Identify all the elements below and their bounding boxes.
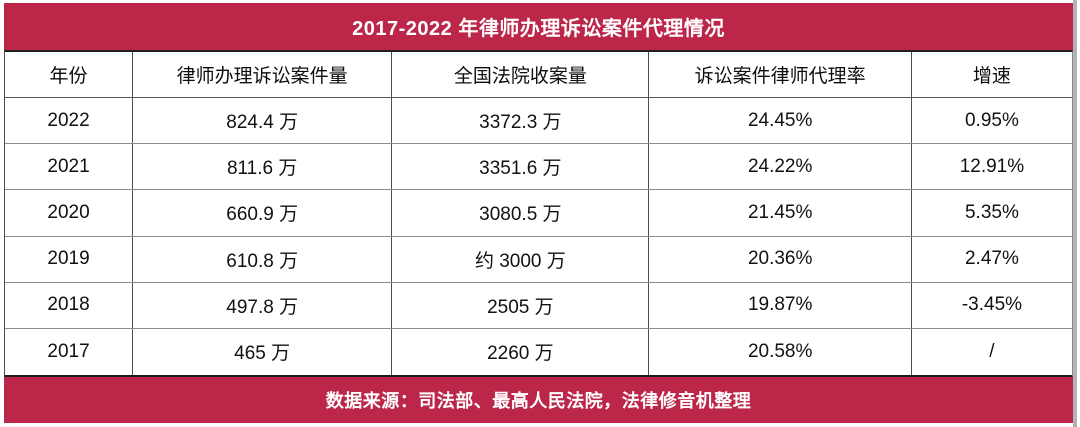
- year-cell: 2017: [5, 328, 134, 375]
- table-cell: 811.6 万: [133, 144, 393, 190]
- table-cell: 3080.5 万: [392, 190, 650, 236]
- table-cell: 约 3000 万: [392, 236, 650, 282]
- year-cell: 2020: [5, 190, 134, 236]
- year-cell: 2018: [5, 282, 134, 328]
- table-header-row: 年份 律师办理诉讼案件量 全国法院收案量 诉讼案件律师代理率 增速: [5, 52, 1072, 99]
- table-row: 2017 465 万 2260 万 20.58% /: [5, 328, 1072, 375]
- table-row: 2020 660.9 万 3080.5 万 21.45% 5.35%: [5, 190, 1072, 237]
- table-row: 2022 824.4 万 3372.3 万 24.45% 0.95%: [5, 98, 1072, 145]
- title-bar: 2017-2022 年律师办理诉讼案件代理情况: [4, 3, 1073, 50]
- table-cell: 2260 万: [392, 328, 650, 375]
- table-cell: 21.45%: [649, 190, 912, 236]
- year-cell: 2021: [5, 144, 134, 190]
- column-header: 律师办理诉讼案件量: [133, 52, 393, 98]
- column-header: 年份: [5, 52, 134, 98]
- table-cell: 465 万: [133, 328, 393, 375]
- table-cell: 12.91%: [959, 155, 1025, 177]
- table-cell: 3372.3 万: [392, 98, 650, 144]
- table-cell: 24.45%: [649, 98, 912, 144]
- table-row: 2021 811.6 万 3351.6 万 24.22% 12.91%: [5, 144, 1072, 191]
- table-cell: /: [989, 340, 995, 362]
- table-cell: 824.4 万: [133, 98, 393, 144]
- page-title: 2017-2022 年律师办理诉讼案件代理情况: [352, 18, 725, 40]
- table-cell: 5.35%: [964, 201, 1019, 223]
- table-cell: 24.22%: [649, 144, 912, 190]
- data-table: 年份 律师办理诉讼案件量 全国法院收案量 诉讼案件律师代理率 增速 2022 824.4 万…: [4, 50, 1073, 377]
- table-cell: 19.87%: [649, 282, 912, 328]
- table-cell: -3.45%: [961, 294, 1023, 316]
- table-row: 2019 610.8 万约 3000 万 20.36% 2.47%: [5, 236, 1072, 283]
- year-cell: 2022: [5, 98, 134, 144]
- column-header: 诉讼案件律师代理率: [649, 52, 912, 98]
- column-header: 增速: [972, 66, 1011, 88]
- stats-card: 2017-2022 年律师办理诉讼案件代理情况 年份 律师办理诉讼案件量 全国法院收…: [4, 3, 1073, 423]
- source-bar: 数据来源：司法部、最高人民法院，法律修音机整理: [4, 377, 1073, 423]
- table-cell: 610.8 万: [133, 236, 393, 282]
- source-note: 数据来源：司法部、最高人民法院，法律修音机整理: [325, 391, 752, 411]
- column-header: 全国法院收案量: [392, 52, 650, 98]
- year-cell: 2019: [5, 236, 134, 282]
- table-row: 2018 497.8 万 2505 万 19.87% -3.45%: [5, 282, 1072, 329]
- table-cell: 497.8 万: [133, 282, 393, 328]
- table-cell: 2505 万: [392, 282, 650, 328]
- table-cell: 3351.6 万: [392, 144, 650, 190]
- table-cell: 20.36%: [649, 236, 912, 282]
- table-cell: 0.95%: [964, 109, 1019, 131]
- page-edge-strip: [1073, 0, 1077, 427]
- table-cell: 660.9 万: [133, 190, 393, 236]
- table-cell: 2.47%: [964, 248, 1019, 270]
- table-cell: 20.58%: [649, 328, 912, 375]
